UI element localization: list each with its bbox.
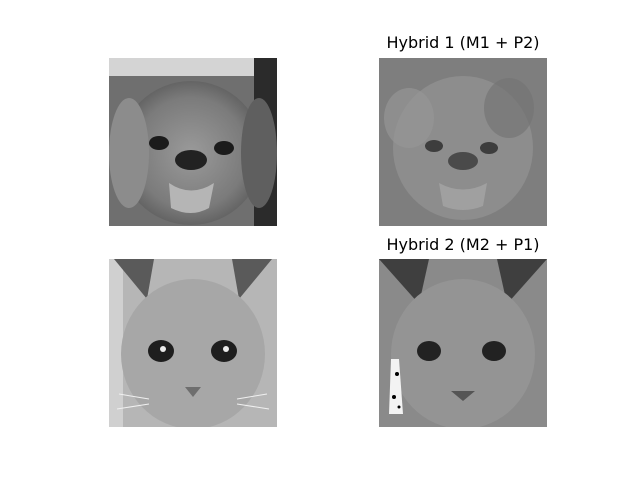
hybrid-1-title: Hybrid 1 (M1 + P2) — [386, 33, 540, 52]
cat-image — [109, 259, 277, 427]
hybrid-2-title: Hybrid 2 (M2 + P1) — [386, 235, 540, 254]
dog-image — [109, 58, 277, 226]
hybrid-2-image — [379, 259, 547, 427]
hybrid-1-image — [379, 58, 547, 226]
